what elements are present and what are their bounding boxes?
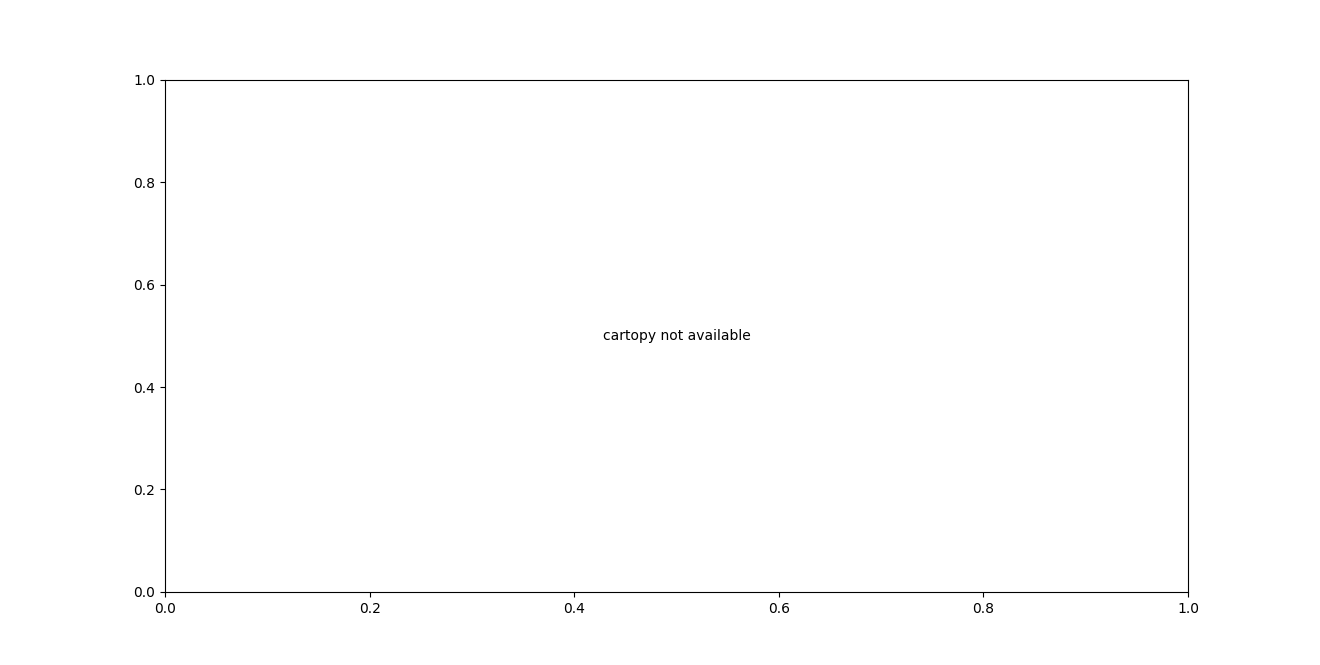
Text: cartopy not available: cartopy not available	[603, 329, 750, 343]
